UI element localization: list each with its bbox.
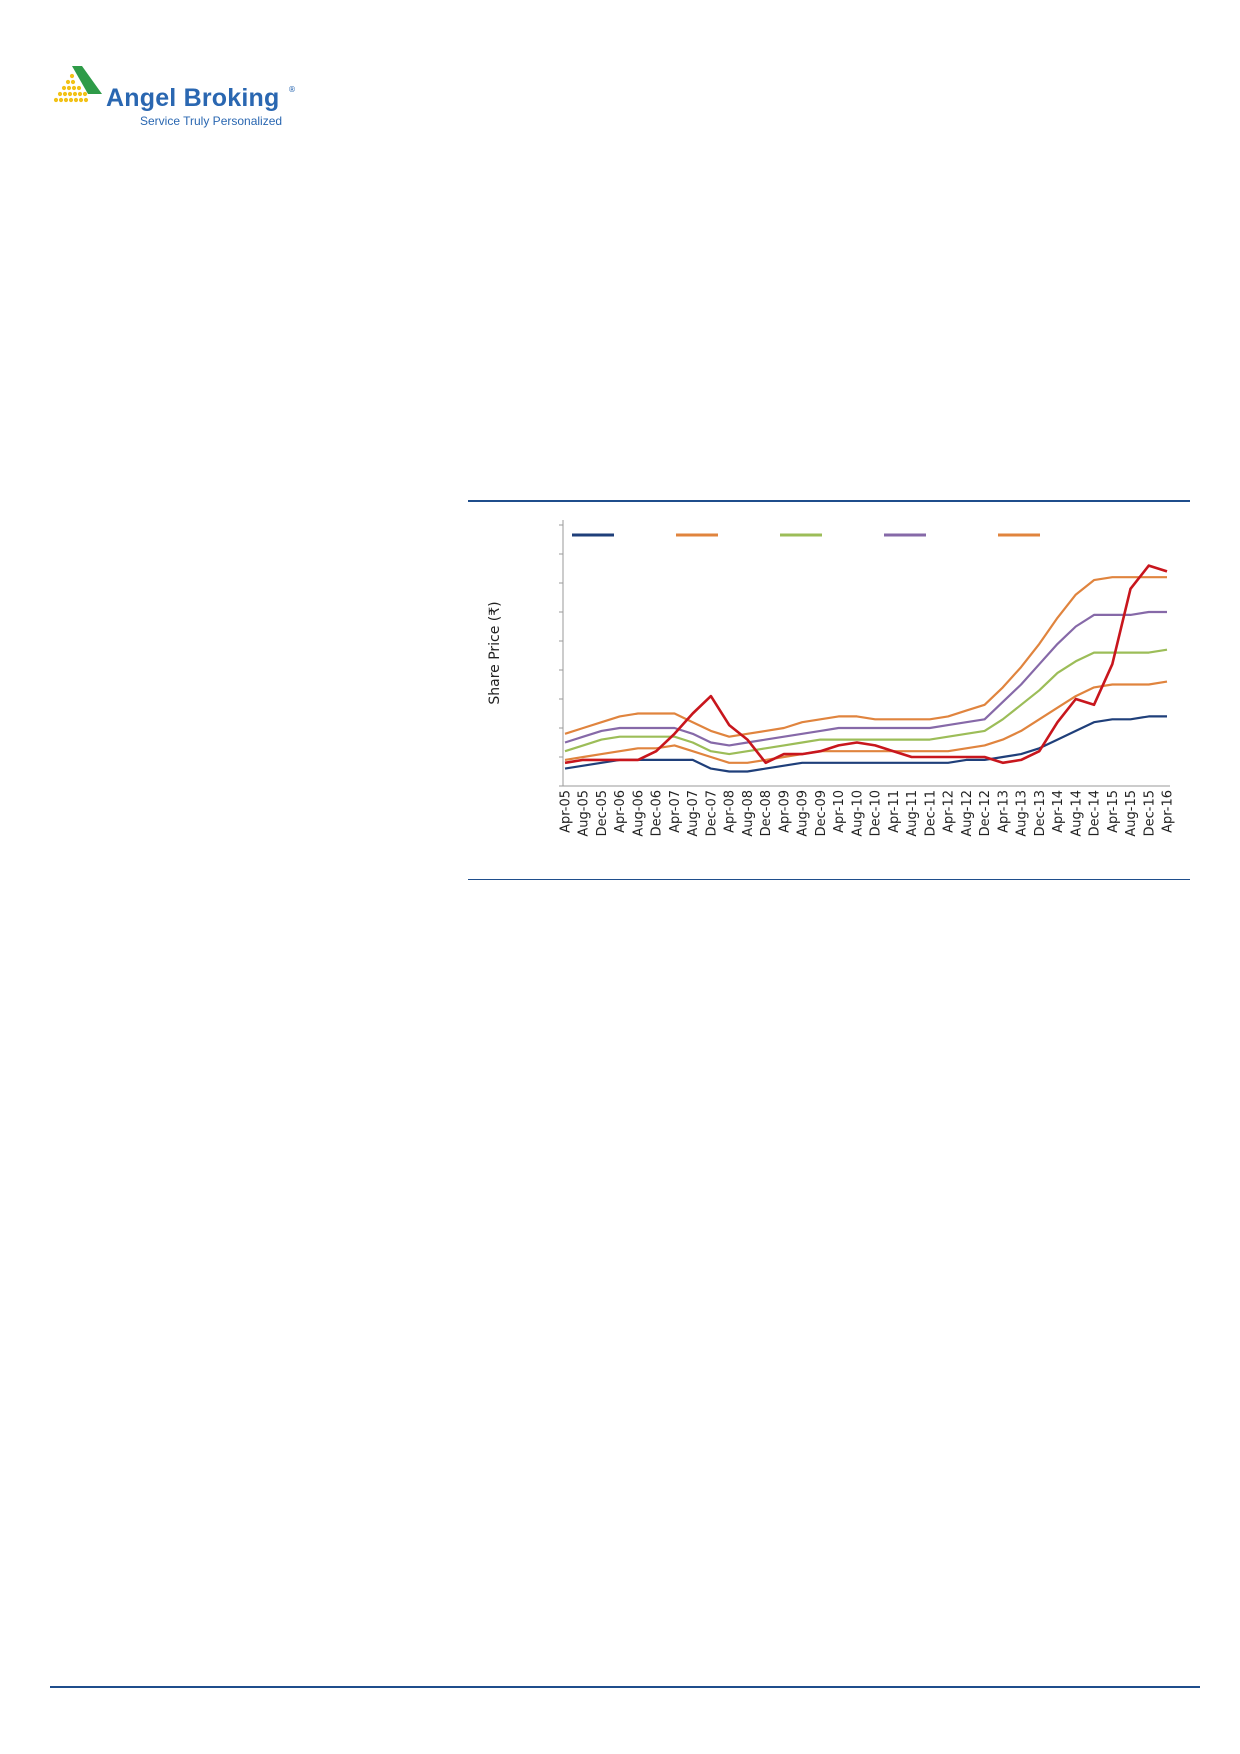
x-tick-label: Apr-16 [1161,790,1176,833]
x-tick-label: Aug-15 [1124,790,1139,837]
x-tick-label: Apr-14 [1051,790,1066,833]
x-tick-label: Dec-14 [1088,790,1103,836]
chart-bottom-rule [468,879,1190,880]
x-tick-label: Apr-13 [996,790,1011,833]
brand-name: Angel Broking [106,84,280,112]
x-tick-label: Aug-05 [577,790,592,837]
x-tick-label: Apr-08 [723,790,738,833]
chart-svg: Apr-05 Aug-05 Dec-05 Apr-06 Aug-06 Dec-06 Apr-… [487,520,1176,837]
x-tick-label: Apr-06 [613,790,628,833]
series-lines [564,564,1168,773]
series-line-3 [564,648,1168,756]
x-tick-label: Aug-10 [850,790,865,837]
x-tick-label: Apr-15 [1106,790,1121,833]
angel-broking-logo: Angel Broking ® Service Truly Personaliz… [52,64,312,134]
y-axis-title: Share Price (₹) [487,601,503,704]
x-tick-label: Dec-07 [704,790,719,836]
x-tick-label: Dec-12 [978,790,993,836]
x-tick-label: Apr-11 [887,790,902,833]
registered-mark: ® [288,85,296,94]
x-tick-label: Dec-15 [1142,790,1157,836]
x-tick-label: Dec-06 [650,790,665,836]
y-ticks [559,524,563,787]
x-tick-label: Aug-13 [1015,790,1030,837]
x-tick-label: Apr-10 [832,790,847,833]
x-ticks: Apr-05 Aug-05 Dec-05 Apr-06 Aug-06 Dec-06 Apr-… [559,790,1176,837]
x-tick-label: Dec-11 [923,790,938,836]
x-tick-label: Aug-08 [741,790,756,837]
x-tick-label: Aug-09 [796,790,811,837]
share-price-chart: Apr-05 Aug-05 Dec-05 Apr-06 Aug-06 Dec-06 Apr-… [468,505,1190,881]
x-tick-label: Aug-06 [631,790,646,837]
x-tick-label: Dec-05 [595,790,610,836]
x-tick-label: Dec-10 [869,790,884,836]
series-line-5 [564,576,1167,738]
x-tick-label: Aug-11 [905,790,920,837]
series-line-2 [564,680,1168,764]
series-line-4 [564,610,1167,747]
x-tick-label: Dec-09 [814,790,829,836]
series-line-1 [564,715,1167,773]
x-tick-label: Apr-07 [668,790,683,833]
x-tick-label: Apr-12 [942,790,957,833]
x-tick-label: Aug-12 [960,790,975,837]
footer-rule [50,1686,1200,1688]
x-tick-label: Dec-08 [759,790,774,836]
brand-tagline: Service Truly Personalized [140,114,283,128]
chart-top-rule [468,500,1190,502]
x-tick-label: Apr-05 [559,790,574,833]
series-line-6 [564,564,1168,765]
x-tick-label: Apr-09 [777,790,792,833]
triangle-logo-icon [53,66,102,103]
x-tick-label: Dec-13 [1033,790,1048,836]
x-tick-label: Aug-14 [1069,790,1084,837]
x-tick-label: Aug-07 [686,790,701,837]
